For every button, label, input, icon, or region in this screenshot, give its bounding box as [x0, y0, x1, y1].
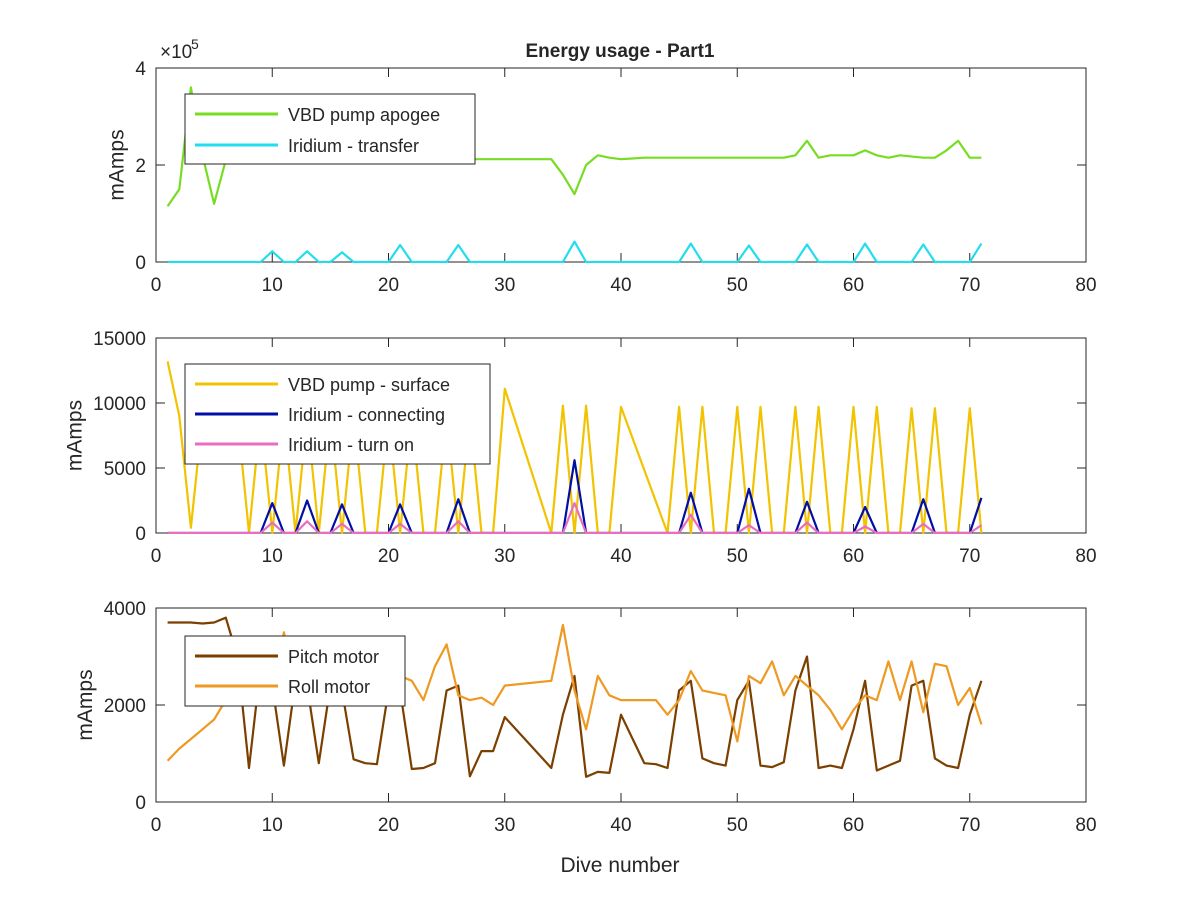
legend: VBD pump apogee Iridium - transfer — [184, 93, 476, 165]
x-tick-label: 10 — [262, 275, 283, 296]
series-line-1 — [166, 361, 983, 534]
x-tick-label: 80 — [1075, 546, 1096, 567]
legend: Pitch motor Roll motor — [184, 635, 406, 707]
legend-label: Iridium - transfer — [288, 136, 419, 156]
x-tick-label: 40 — [610, 275, 631, 296]
series-line-2 — [167, 240, 983, 263]
x-tick-label: 10 — [262, 815, 283, 836]
legend-box — [184, 93, 476, 165]
x-tick-label: 60 — [843, 546, 864, 567]
y-tick-label: 2 — [135, 156, 146, 177]
y-tick-label: 4000 — [104, 599, 146, 620]
y-tick-label: 5000 — [104, 459, 146, 480]
series-line-2 — [167, 459, 983, 534]
x-tick-label: 40 — [610, 815, 631, 836]
x-tick-label: 0 — [151, 546, 162, 567]
legend-label: VBD pump apogee — [288, 105, 440, 125]
x-tick-label: 20 — [378, 275, 399, 296]
x-tick-label: 30 — [494, 815, 515, 836]
x-tick-label: 20 — [378, 546, 399, 567]
y-axis-label: mAmps — [106, 129, 129, 200]
x-tick-label: 70 — [959, 546, 980, 567]
legend-label: Pitch motor — [288, 647, 379, 667]
y-tick-label: 10000 — [93, 394, 146, 415]
x-tick-label: 60 — [843, 275, 864, 296]
y-axis-label: mAmps — [64, 400, 87, 471]
subplot-1: 0 10 20 30 40 50 60 70 80 0 2 4 ×105 mAmps VBD pump ap… — [106, 36, 1097, 296]
x-tick-label: 20 — [378, 815, 399, 836]
x-tick-label: 30 — [494, 275, 515, 296]
legend-label: VBD pump - surface — [288, 375, 450, 395]
y-tick-label: 0 — [135, 793, 146, 814]
x-tick-label: 50 — [727, 546, 748, 567]
x-tick-label: 10 — [262, 546, 283, 567]
x-tick-label: 50 — [727, 275, 748, 296]
figure-title: Energy usage - Part1 — [525, 41, 714, 62]
legend-label: Roll motor — [288, 677, 370, 697]
x-tick-label: 60 — [843, 815, 864, 836]
x-tick-label: 70 — [959, 815, 980, 836]
y-tick-label: 15000 — [93, 329, 146, 350]
y-axis-label: mAmps — [74, 669, 97, 740]
legend-label: Iridium - connecting — [288, 405, 445, 425]
figure-xlabel: Dive number — [560, 854, 679, 877]
y-tick-label: 4 — [135, 59, 146, 80]
legend: VBD pump - surface Iridium - connecting Ir… — [184, 363, 491, 465]
x-tick-label: 80 — [1075, 275, 1096, 296]
x-tick-label: 30 — [494, 546, 515, 567]
x-tick-label: 80 — [1075, 815, 1096, 836]
legend-box — [184, 635, 406, 707]
y-exponent-power: 5 — [191, 36, 199, 52]
x-tick-label: 70 — [959, 275, 980, 296]
x-tick-label: 0 — [151, 275, 162, 296]
subplot-3: 0 10 20 30 40 50 60 70 80 0 2000 4000 mAmps Pitch mot… — [74, 599, 1097, 836]
x-tick-label: 0 — [151, 815, 162, 836]
x-tick-label: 40 — [610, 546, 631, 567]
y-tick-label: 2000 — [104, 696, 146, 717]
y-tick-label: 0 — [135, 524, 146, 545]
subplot-2: 0 10 20 30 40 50 60 70 80 0 5000 10000 15000 mAmps VBD… — [64, 329, 1097, 567]
y-tick-label: 0 — [135, 253, 146, 274]
y-exponent-label: ×10 — [160, 42, 192, 63]
subplot-panels: 0 10 20 30 40 50 60 70 80 0 2 4 ×105 mAmps VBD pump ap… — [64, 36, 1097, 836]
legend-label: Iridium - turn on — [288, 435, 414, 455]
x-tick-label: 50 — [727, 815, 748, 836]
series-group — [166, 361, 983, 534]
series-line-3 — [167, 502, 983, 534]
